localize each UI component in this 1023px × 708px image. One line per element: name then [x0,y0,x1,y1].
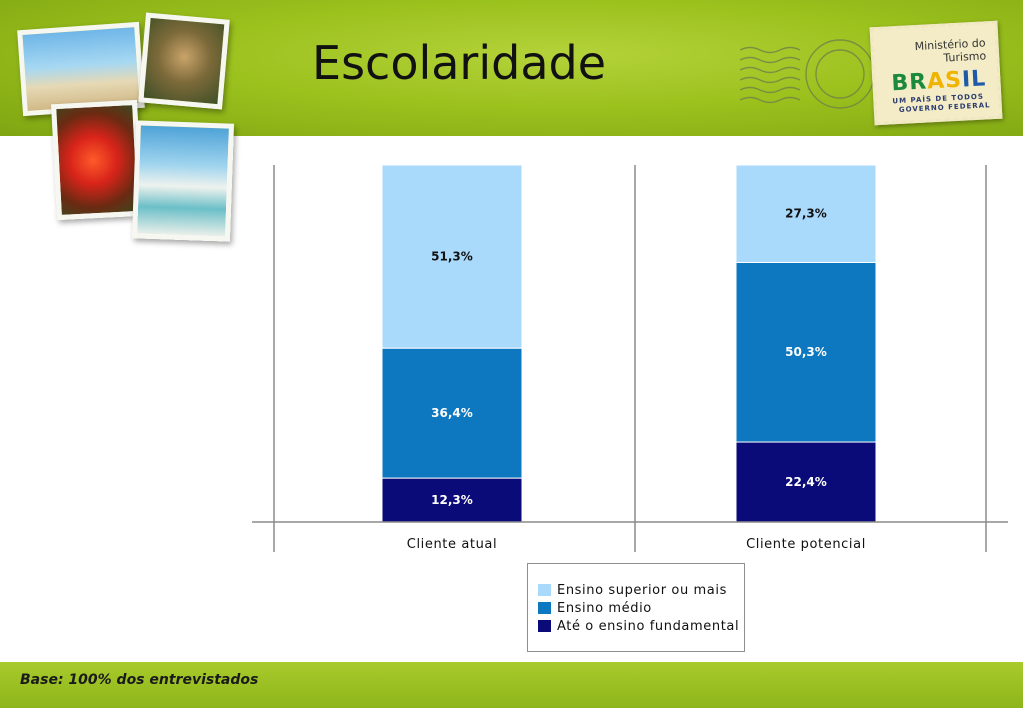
legend-item: Ensino superior ou mais [538,582,727,598]
data-label: 12,3% [431,493,473,507]
bar-segment [735,441,877,523]
category-label: Cliente potencial [746,537,866,552]
legend-label: Ensino médio [557,600,652,616]
bar-segment [381,477,523,523]
bars-layer: 12,3% 36,4% 51,3% 22,4% 50,3% 27,3% [381,164,877,523]
legend-item: Ensino médio [538,600,652,616]
legend-swatch [538,602,551,614]
data-label: 51,3% [431,250,473,264]
data-label: 36,4% [431,406,473,420]
bar-segment [735,261,877,443]
footer-band [0,662,1023,708]
bar-segment [381,164,523,349]
bar-segment [735,164,877,263]
chart-legend: Ensino superior ou mais Ensino médio Até o… [527,563,745,652]
legend-swatch [538,620,551,632]
legend-label: Até o ensino fundamental [557,618,740,634]
base-note: Base: 100% dos entrevistados [20,672,259,688]
data-label: 22,4% [785,475,827,489]
category-label: Cliente atual [407,537,497,552]
axes-layer: Cliente atual Cliente potencial [252,165,1008,552]
data-label: 50,3% [785,345,827,359]
legend-label: Ensino superior ou mais [557,582,727,598]
legend-swatch [538,584,551,596]
slide-title: Escolaridade [312,36,607,90]
legend-item: Até o ensino fundamental [538,618,739,634]
data-label: 27,3% [785,207,827,221]
